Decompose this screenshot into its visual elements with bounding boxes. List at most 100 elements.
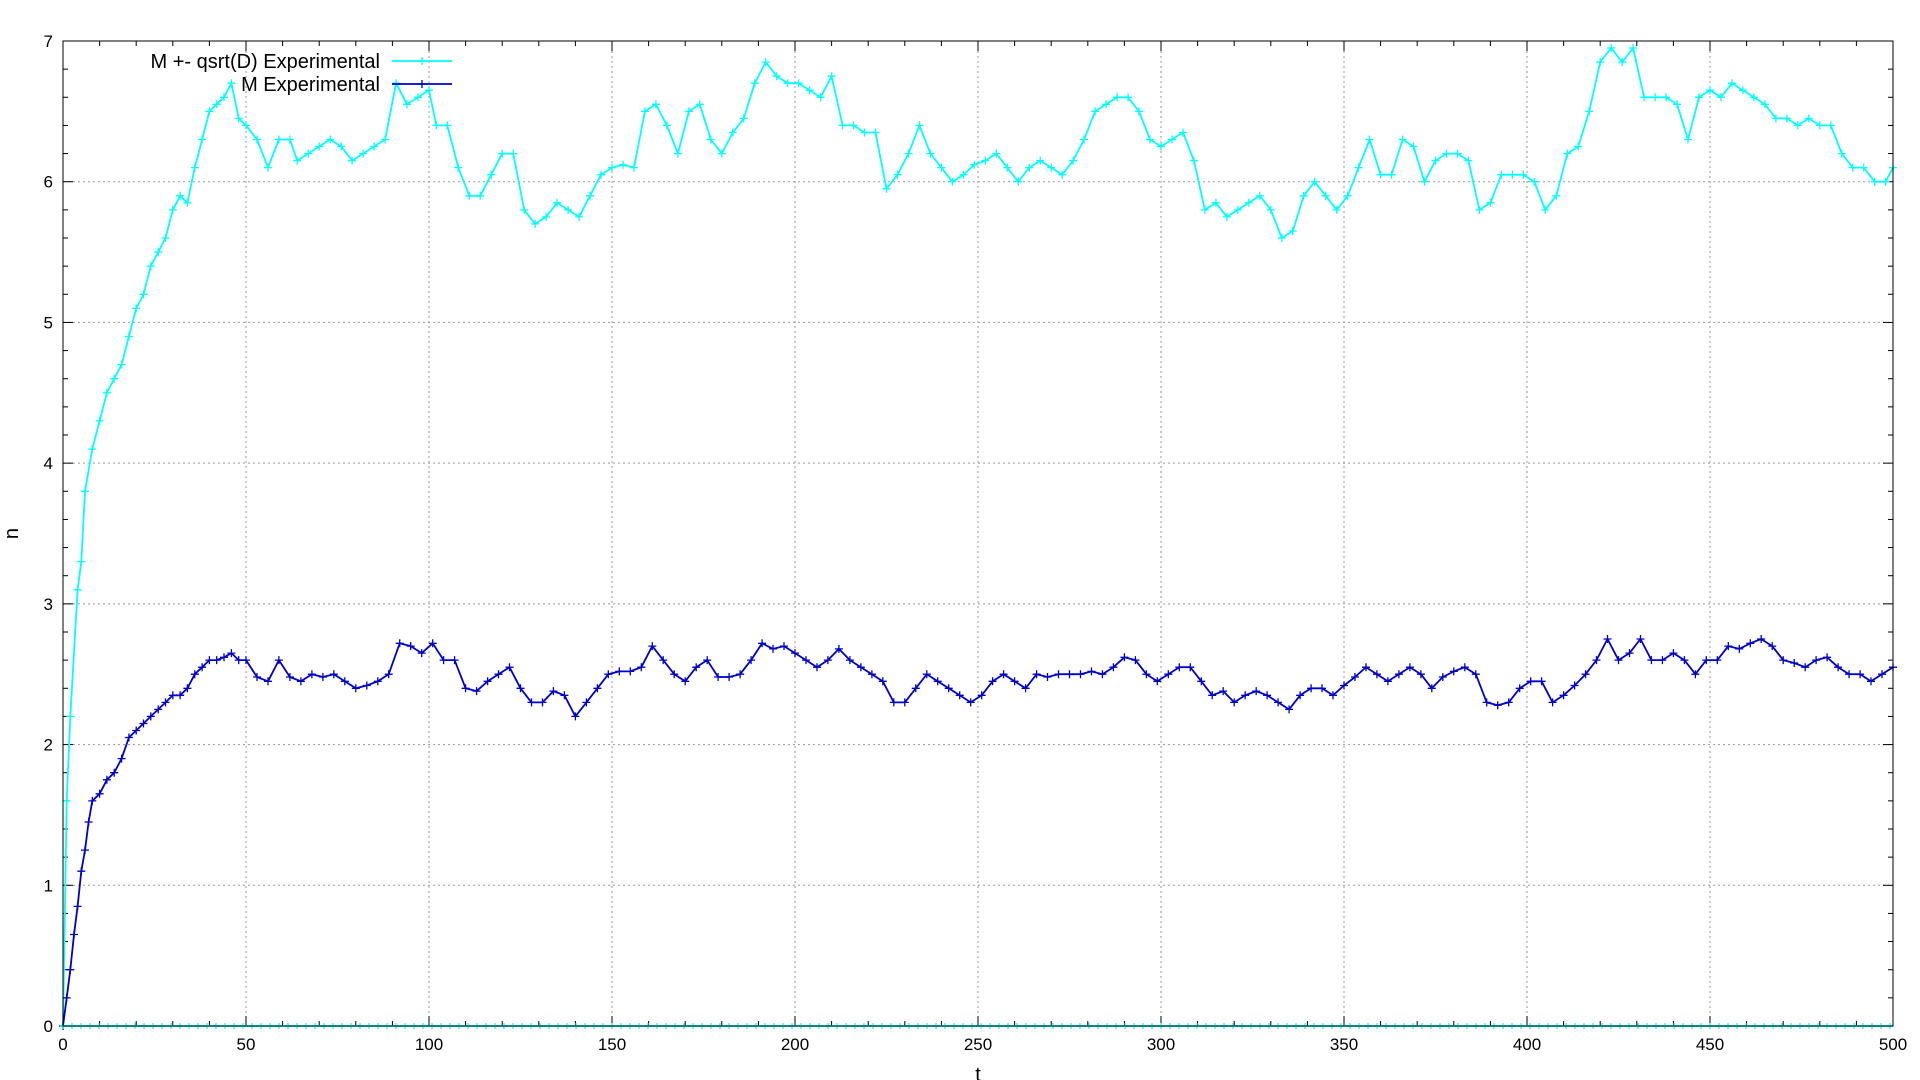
data-point xyxy=(1420,177,1429,186)
data-point xyxy=(1080,135,1089,144)
data-point xyxy=(1724,642,1733,651)
data-point xyxy=(1376,170,1385,179)
data-point xyxy=(205,656,214,665)
data-point xyxy=(1581,670,1590,679)
data-point xyxy=(73,902,82,911)
y-tick-label: 2 xyxy=(44,736,53,755)
data-point xyxy=(827,72,836,81)
data-point xyxy=(1372,670,1381,679)
data-point xyxy=(1552,191,1561,200)
data-point xyxy=(999,670,1008,679)
data-point xyxy=(227,649,236,658)
x-axis-label: t xyxy=(975,1064,981,1080)
data-point xyxy=(395,639,404,648)
data-point xyxy=(1288,227,1297,235)
data-point xyxy=(417,649,426,658)
data-point xyxy=(1537,677,1546,686)
data-point xyxy=(1585,107,1594,116)
data-point xyxy=(1318,684,1326,693)
data-point xyxy=(1277,234,1286,242)
data-point xyxy=(640,107,649,116)
data-point xyxy=(695,100,704,109)
data-point xyxy=(1856,670,1865,679)
data-point xyxy=(1801,663,1810,672)
data-point xyxy=(1504,698,1513,707)
data-point xyxy=(1881,177,1890,186)
data-point xyxy=(329,670,338,679)
y-tick-label: 7 xyxy=(44,32,53,51)
data-point xyxy=(1431,156,1440,165)
data-point xyxy=(381,135,390,144)
data-point xyxy=(871,128,880,137)
data-point xyxy=(630,163,638,172)
data-point xyxy=(1530,177,1539,186)
data-point xyxy=(1592,656,1601,665)
data-point xyxy=(739,114,748,123)
data-point xyxy=(198,663,207,672)
data-point xyxy=(1047,163,1056,172)
x-tick-label: 450 xyxy=(1696,1035,1724,1054)
data-point xyxy=(1826,121,1835,130)
data-point xyxy=(813,663,821,672)
data-point xyxy=(626,667,635,676)
data-point xyxy=(1365,135,1374,144)
data-point xyxy=(293,156,302,165)
data-point xyxy=(1482,698,1491,707)
data-point xyxy=(937,163,946,172)
data-point xyxy=(351,684,360,693)
data-point xyxy=(780,642,788,651)
data-point xyxy=(1812,656,1821,665)
data-point xyxy=(450,656,459,665)
data-point xyxy=(62,796,71,805)
data-point xyxy=(1179,128,1187,137)
data-point xyxy=(1135,107,1143,116)
data-point xyxy=(878,677,887,686)
data-point xyxy=(1848,163,1857,172)
data-point xyxy=(161,698,170,707)
data-point xyxy=(1263,691,1272,700)
data-point xyxy=(692,663,701,672)
data-point xyxy=(706,135,715,144)
y-tick-label: 1 xyxy=(44,876,53,895)
data-point xyxy=(73,585,82,594)
data-point xyxy=(326,135,335,144)
data-point xyxy=(1098,670,1107,679)
data-point xyxy=(783,79,792,88)
data-point xyxy=(139,290,148,299)
data-point xyxy=(443,121,452,130)
data-point xyxy=(66,712,75,721)
data-point xyxy=(1680,656,1689,665)
data-point xyxy=(476,191,485,200)
data-point xyxy=(1713,656,1722,665)
data-point xyxy=(370,142,379,151)
data-point xyxy=(1508,170,1517,179)
data-point xyxy=(1394,670,1403,679)
data-point xyxy=(637,663,646,672)
data-point xyxy=(758,639,767,648)
data-point xyxy=(1274,698,1283,707)
data-point xyxy=(139,719,148,728)
data-point xyxy=(307,670,316,679)
data-point xyxy=(340,677,349,686)
data-point xyxy=(414,93,422,102)
data-point xyxy=(1574,142,1583,151)
data-point xyxy=(190,670,199,679)
data-point xyxy=(802,656,810,665)
data-point xyxy=(264,163,272,172)
data-point xyxy=(62,993,71,1002)
data-point xyxy=(403,100,411,109)
data-point xyxy=(198,135,207,144)
data-point xyxy=(373,677,382,686)
data-point xyxy=(860,128,869,137)
data-point xyxy=(1640,93,1649,102)
data-point xyxy=(318,673,327,681)
data-point xyxy=(959,170,968,179)
data-point xyxy=(1669,649,1678,658)
data-point xyxy=(1296,691,1305,700)
y-tick-label: 5 xyxy=(44,313,53,332)
data-point xyxy=(183,198,192,207)
data-point xyxy=(1168,135,1176,144)
data-point xyxy=(1032,670,1041,679)
data-point xyxy=(703,656,712,665)
data-point xyxy=(750,79,759,88)
